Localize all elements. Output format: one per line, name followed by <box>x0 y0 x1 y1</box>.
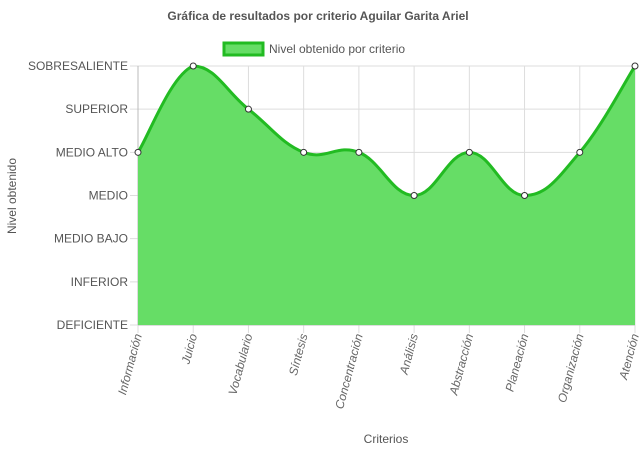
y-tick-label: MEDIO ALTO <box>56 145 128 159</box>
data-point[interactable] <box>134 148 142 156</box>
y-tick-label: MEDIO BAJO <box>54 232 128 246</box>
series-area-fill <box>138 66 635 325</box>
x-tick-label: Vocabulario <box>226 332 256 397</box>
y-axis-ticks: DEFICIENTE INFERIOR MEDIO BAJO MEDIO MEDIO A… <box>28 59 128 332</box>
chart-title: Gráfica de resultados por criterio Aguil… <box>167 9 468 23</box>
x-tick-label: Análisis <box>397 332 421 377</box>
y-tick-label: INFERIOR <box>71 275 129 289</box>
y-tick-label: DEFICIENTE <box>57 318 128 332</box>
y-tick-label: MEDIO <box>89 189 128 203</box>
series-points <box>134 62 639 199</box>
data-point[interactable] <box>300 148 308 156</box>
data-point[interactable] <box>244 105 252 113</box>
x-tick-label: Abstracción <box>446 332 476 397</box>
x-axis-title: Criterios <box>364 432 409 446</box>
y-tick-label: SOBRESALIENTE <box>28 59 128 73</box>
data-point[interactable] <box>576 148 584 156</box>
data-point[interactable] <box>410 192 418 199</box>
y-tick-label: SUPERIOR <box>65 102 128 116</box>
data-point[interactable] <box>465 148 473 156</box>
data-point[interactable] <box>189 62 197 70</box>
legend[interactable]: Nivel obtenido por criterio <box>222 41 405 57</box>
x-tick-label: Atención <box>616 332 639 382</box>
x-tick-label: Planeación <box>503 332 532 393</box>
x-tick-label: Juicio <box>178 332 200 367</box>
legend-label: Nivel obtenido por criterio <box>269 42 405 56</box>
data-point[interactable] <box>521 192 529 199</box>
y-axis-title: Nivel obtenido <box>5 158 19 234</box>
series-area <box>136 64 637 325</box>
x-tick-label: Concentración <box>332 332 366 411</box>
x-tick-label: Síntesis <box>286 332 311 377</box>
x-tick-label: Organización <box>555 332 587 404</box>
series-line <box>136 64 637 198</box>
x-tick-label: Información <box>115 332 145 396</box>
data-point[interactable] <box>355 148 363 156</box>
x-axis-ticks: Información Juicio Vocabulario Síntesis Conc… <box>115 332 639 411</box>
legend-swatch <box>222 41 265 57</box>
data-point[interactable] <box>631 62 639 70</box>
